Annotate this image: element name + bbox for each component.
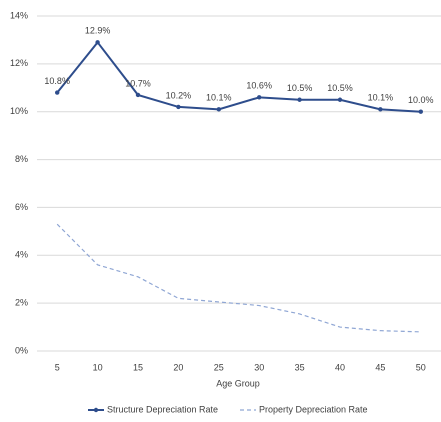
point: [418, 109, 423, 114]
x-tick-label: 25: [214, 362, 224, 372]
series-line: [56, 40, 421, 113]
data-label: 10.0%: [408, 95, 434, 105]
point: [176, 104, 181, 110]
data-label: 10.1%: [368, 93, 394, 103]
y-tick-label: 14%: [10, 10, 28, 20]
x-tick-label: 10: [93, 362, 103, 372]
y-tick-label: 6%: [15, 202, 28, 212]
data-label: 10.8%: [44, 76, 70, 86]
x-tick-label: 40: [335, 362, 345, 372]
point: [135, 92, 141, 98]
x-tick-label: 35: [295, 362, 305, 372]
legend-label: Structure Depreciation Rate: [107, 404, 218, 414]
x-tick-label: 45: [375, 362, 385, 372]
point: [55, 90, 60, 95]
data-label: 10.5%: [327, 83, 353, 93]
x-tick-label: 20: [173, 362, 183, 372]
point: [95, 40, 100, 45]
data-label: 10.2%: [166, 90, 192, 100]
data-label: 10.1%: [206, 93, 232, 103]
y-tick-label: 12%: [10, 58, 28, 68]
point: [216, 107, 221, 112]
data-label: 10.6%: [246, 81, 272, 91]
legend-marker: [93, 407, 99, 413]
y-tick-label: 10%: [10, 106, 28, 116]
x-axis-label: Age Group: [216, 378, 260, 388]
x-tick-label: 15: [133, 362, 143, 372]
point: [297, 97, 302, 102]
data-label: 10.7%: [125, 78, 151, 88]
x-tick-label: 30: [254, 362, 264, 372]
point: [337, 97, 343, 102]
point: [257, 95, 262, 100]
data-label: 10.5%: [287, 83, 313, 93]
y-tick-label: 8%: [15, 154, 28, 164]
y-tick-label: 0%: [15, 345, 28, 355]
series-line: [56, 223, 421, 333]
y-tick-label: 2%: [15, 298, 28, 308]
x-tick-label: 5: [55, 362, 60, 372]
x-tick-label: 50: [416, 362, 426, 372]
point: [378, 107, 383, 112]
data-label: 12.9%: [85, 26, 111, 36]
legend-label: Property Depreciation Rate: [259, 404, 368, 414]
y-tick-label: 4%: [15, 250, 28, 260]
